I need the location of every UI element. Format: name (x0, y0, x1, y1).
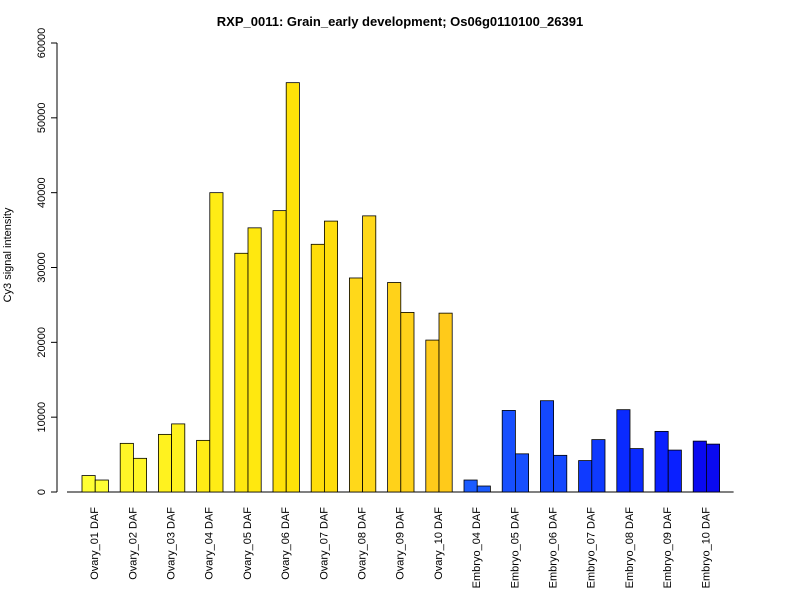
x-tick-label: Ovary_08 DAF (357, 507, 369, 580)
bar (540, 400, 555, 493)
bar (157, 433, 172, 493)
bar (119, 442, 134, 493)
bar (323, 220, 338, 493)
x-tick-label: Ovary_06 DAF (280, 507, 292, 580)
bar (425, 339, 440, 493)
x-tick-label: Embryo_06 DAF (548, 507, 560, 589)
bar (362, 215, 377, 493)
bar (692, 440, 707, 493)
x-tick-label: Embryo_10 DAF (700, 507, 712, 589)
y-tick-label: 20000 (36, 327, 48, 358)
x-tick-label: Embryo_05 DAF (509, 507, 521, 589)
x-tick-label: Ovary_04 DAF (204, 507, 216, 580)
bar (400, 311, 415, 493)
x-tick-label: Embryo_08 DAF (624, 507, 636, 589)
bar (209, 192, 224, 493)
x-tick-label: Ovary_09 DAF (395, 507, 407, 580)
bar (171, 423, 186, 493)
bar (616, 409, 631, 493)
bar (272, 210, 287, 493)
bar (438, 312, 453, 493)
bar (591, 439, 606, 493)
x-tick-label: Ovary_03 DAF (166, 507, 178, 580)
x-tick-label: Ovary_05 DAF (242, 507, 254, 580)
bar (706, 443, 721, 493)
bar (234, 252, 249, 493)
x-tick-label: Ovary_01 DAF (89, 507, 101, 580)
bar (501, 410, 516, 493)
bar (476, 485, 491, 493)
x-tick-label: Embryo_09 DAF (662, 507, 674, 589)
bar (247, 227, 262, 493)
x-tick-label: Ovary_10 DAF (433, 507, 445, 580)
y-tick-label: 50000 (36, 103, 48, 134)
x-tick-label: Embryo_04 DAF (471, 507, 483, 589)
chart-title: RXP_0011: Grain_early development; Os06g… (216, 14, 584, 29)
bar (387, 282, 402, 493)
x-tick-labels: Ovary_01 DAF Ovary_02 DAF Ovary_03 DAF Ovar… (89, 507, 712, 589)
bars (81, 82, 721, 493)
bar (463, 479, 478, 493)
bar (81, 475, 96, 493)
bar (654, 430, 669, 493)
y-tick-label: 10000 (36, 402, 48, 433)
bar (667, 449, 682, 493)
bar (285, 82, 300, 493)
bar (94, 479, 109, 493)
x-tick-label: Embryo_07 DAF (586, 507, 598, 589)
bar (348, 277, 363, 493)
bar (578, 460, 593, 493)
bar (629, 448, 644, 493)
y-tick-label: 60000 (36, 28, 48, 59)
x-tick-label: Ovary_02 DAF (127, 507, 139, 580)
bar (553, 454, 568, 493)
bar (196, 439, 211, 493)
y-tick-label: 30000 (36, 252, 48, 283)
bar (310, 243, 325, 493)
y-tick-label: 0 (36, 489, 48, 495)
bar (132, 457, 147, 493)
y-tick-label: 40000 (36, 177, 48, 208)
bar (515, 453, 530, 493)
x-tick-label: Ovary_07 DAF (318, 507, 330, 580)
